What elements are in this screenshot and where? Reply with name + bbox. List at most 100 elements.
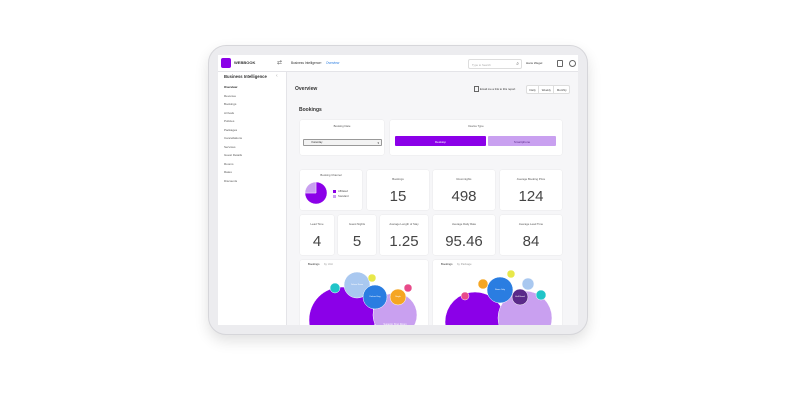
legend-swatch (333, 190, 336, 193)
panel-dimension[interactable]: by Unit (324, 262, 333, 266)
sidebar-item[interactable]: Rooms (224, 161, 234, 166)
pie-slice (304, 181, 328, 205)
bubble-label: Superior King Room (383, 322, 406, 325)
bubble-label: Single (395, 296, 401, 298)
sidebar-item[interactable]: Bookings (224, 102, 237, 106)
legend-label: Standard (338, 195, 349, 198)
bubble (506, 269, 516, 279)
stat-card: Average Daily Rate 95.46 (433, 215, 495, 255)
sidebar-item[interactable]: Policies (224, 119, 235, 123)
bubble (329, 282, 341, 294)
sidebar-item[interactable]: Rates (224, 170, 232, 174)
swap-icon[interactable]: ⇄ (277, 60, 283, 66)
breadcrumb-sep: › (321, 61, 323, 65)
sidebar-item[interactable]: Services (224, 144, 236, 149)
bubble (486, 276, 514, 304)
stat-value: 5 (352, 233, 362, 250)
bubble (362, 284, 388, 310)
stat-value: 95.46 (445, 233, 483, 250)
bubble (477, 278, 489, 290)
legend-item: Affiliated (333, 189, 349, 194)
stat-card: Average Length of Stay 1.25 (380, 215, 428, 255)
period-toggle: Daily Weekly Monthly (526, 85, 571, 94)
stat-card: Lead Time 4 (300, 215, 334, 255)
stat-card: Guest Nights 5 (338, 215, 376, 255)
device-button[interactable]: Smartphone (488, 136, 556, 146)
booking-date-filter: Booking Date Yesterday ▾ (300, 120, 384, 155)
notification-icon[interactable] (557, 60, 563, 67)
filter-label: Booking Date (333, 124, 351, 128)
pie-slice (304, 181, 317, 194)
stat-label: Average Daily Rate (451, 222, 477, 226)
search-placeholder: Type to Search (472, 62, 491, 67)
search-icon: ⌕ (516, 60, 519, 67)
breadcrumb-item[interactable]: Business Intelligence (291, 61, 321, 65)
booking-channel-card: Booking Channel Affiliated Standard (300, 170, 362, 210)
legend-swatch (333, 195, 336, 198)
stat-label: Lead Time (310, 222, 324, 226)
card-label: Booking Channel (320, 173, 342, 177)
stat-value: 1.25 (389, 233, 419, 250)
period-button[interactable]: Weekly (538, 86, 553, 93)
bubble (403, 283, 413, 293)
stat-value: 124 (518, 188, 544, 205)
stat-label: Average Length of Stay (389, 222, 419, 226)
panel-dimension[interactable]: by Package (457, 262, 472, 266)
sidebar-item[interactable]: Revenue (224, 93, 237, 98)
device-button-label: Smartphone (513, 139, 531, 144)
stat-label: Guest Nights (348, 222, 366, 226)
bubble (367, 273, 377, 283)
stat-card: Average Lead Time 84 (500, 215, 562, 255)
device-button[interactable]: Desktop (395, 136, 486, 146)
bubble-label: Half Board (515, 296, 524, 298)
stat-value: 4 (312, 233, 322, 250)
top-bar: WEBBOOK ⇄ Business Intelligence › Overvi… (218, 55, 578, 72)
email-link[interactable]: Email me a link to this report (480, 87, 516, 91)
bubble-label: Deluxe Room (351, 284, 363, 286)
page-title: Overview (295, 86, 318, 92)
bubble (511, 288, 529, 306)
stat-value: 15 (389, 188, 407, 205)
stat-card: Roomnights 498 (433, 170, 495, 210)
date-select[interactable]: Yesterday ▾ (303, 139, 382, 146)
device-button-label: Desktop (434, 139, 446, 144)
sidebar-item[interactable]: Packages (224, 127, 238, 132)
breadcrumb-item[interactable]: Overview (326, 61, 340, 65)
panel-metric[interactable]: Bookings (441, 262, 453, 266)
stat-label: Average Lead Time (518, 222, 544, 226)
legend-item: Standard (333, 194, 349, 199)
bubble (521, 277, 535, 291)
period-button[interactable]: Monthly (553, 86, 569, 93)
email-icon (474, 86, 479, 92)
sidebar-title: Business Intelligence (224, 74, 267, 79)
sidebar-item[interactable]: Cancellations (224, 136, 243, 140)
collapse-icon[interactable]: ‹ (276, 73, 278, 79)
stat-value: 84 (522, 233, 540, 250)
bubble-label: Deluxe King (370, 296, 381, 298)
search-box[interactable]: Type to Search ⌕ (468, 59, 522, 69)
stat-card: Bookings 15 (367, 170, 429, 210)
sidebar-item[interactable]: Guest Details (224, 153, 243, 157)
legend-label: Affiliated (338, 190, 348, 193)
bubble (535, 289, 547, 301)
stat-label: Average Booking Price (516, 177, 546, 181)
date-select-value: Yesterday (311, 141, 323, 145)
bubble (389, 288, 407, 306)
sidebar-item[interactable]: Discounts (224, 178, 238, 183)
panel-metric[interactable]: Bookings (308, 262, 320, 266)
user-name[interactable]: Hans Wegel (526, 61, 543, 65)
stat-value: 498 (451, 188, 477, 205)
pie-chart (304, 181, 328, 205)
stat-card: Average Booking Price 124 (500, 170, 562, 210)
period-button[interactable]: Daily (529, 88, 536, 92)
bubble-panel: Bookings by Unit Deluxe Room | 2 Double Be… (300, 260, 428, 325)
sidebar-item[interactable]: Arrivals (224, 110, 235, 115)
filter-label: Device Type (468, 124, 484, 128)
help-icon[interactable] (569, 60, 576, 67)
logo-text: WEBBOOK (234, 60, 256, 65)
bubble (460, 291, 470, 301)
sidebar-item[interactable]: Overview (224, 85, 238, 89)
screen: WEBBOOK ⇄ Business Intelligence › Overvi… (218, 55, 578, 325)
bubble-label: Room Only (495, 289, 505, 291)
